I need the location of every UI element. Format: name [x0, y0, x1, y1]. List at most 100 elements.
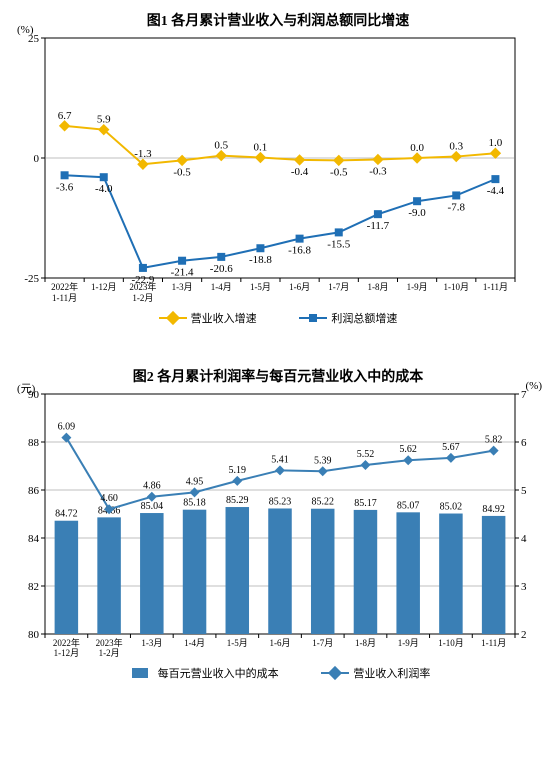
svg-text:4.86: 4.86 [143, 480, 161, 491]
svg-text:85.18: 85.18 [183, 497, 206, 508]
svg-text:-7.8: -7.8 [448, 201, 466, 213]
chart1-legend-item-2: 利润总额增速 [299, 310, 397, 326]
svg-text:0.0: 0.0 [410, 142, 424, 154]
chart2-x-labels: 2022年1-12月2023年1-2月1-3月1-4月1-5月1-6月1-7月1… [45, 638, 515, 660]
svg-text:4.95: 4.95 [186, 476, 204, 487]
legend-marker-bar [126, 668, 154, 678]
chart1-legend-label-2: 利润总额增速 [331, 310, 397, 326]
chart2-svg: 80828486889023456784.7284.8685.0485.1885… [45, 394, 515, 634]
svg-text:-21.4: -21.4 [171, 267, 194, 279]
svg-text:88: 88 [28, 437, 40, 449]
svg-text:82: 82 [28, 581, 39, 593]
chart1-legend: 营业收入增速 利润总额增速 [10, 310, 546, 326]
chart2-y-unit-left: (元) [17, 380, 35, 396]
svg-text:5: 5 [521, 485, 527, 497]
x-axis-label: 1-6月 [259, 638, 302, 660]
legend-marker-1 [159, 313, 187, 323]
svg-text:-15.5: -15.5 [327, 238, 350, 250]
x-axis-label: 1-4月 [173, 638, 216, 660]
svg-text:-1.3: -1.3 [134, 148, 152, 160]
svg-text:-9.0: -9.0 [408, 207, 426, 219]
x-axis-label: 1-5月 [216, 638, 259, 660]
x-axis-label: 2022年1-12月 [45, 638, 88, 660]
x-axis-label: 1-8月 [344, 638, 387, 660]
chart1-x-labels: 2022年1-11月1-12月2023年1-2月1-3月1-4月1-5月1-6月… [45, 282, 515, 304]
x-axis-label: 1-10月 [430, 638, 473, 660]
svg-text:-0.3: -0.3 [369, 165, 387, 177]
chart2-legend-item-2: 营业收入利润率 [321, 665, 430, 681]
svg-text:5.62: 5.62 [399, 444, 417, 455]
svg-text:84.72: 84.72 [55, 508, 77, 519]
svg-text:3: 3 [521, 581, 527, 593]
svg-text:6.7: 6.7 [58, 110, 72, 122]
x-axis-label: 1-3月 [163, 282, 202, 304]
x-axis-label: 1-5月 [241, 282, 280, 304]
svg-text:-0.5: -0.5 [330, 166, 348, 178]
chart2-area: (元) (%) 80828486889023456784.7284.8685.0… [45, 394, 516, 660]
svg-text:5.52: 5.52 [357, 449, 375, 460]
chart2-title: 图2 各月累计利润率与每百元营业收入中的成本 [10, 366, 546, 386]
chart1-container: 图1 各月累计营业收入与利润总额同比增速 (%) -25025-3.6-4.0-… [10, 10, 546, 326]
x-axis-label: 1-11月 [476, 282, 515, 304]
x-axis-label: 1-9月 [387, 638, 430, 660]
x-axis-label: 2023年1-2月 [123, 282, 162, 304]
svg-text:-11.7: -11.7 [367, 220, 390, 232]
svg-text:5.19: 5.19 [229, 464, 247, 475]
svg-text:4.60: 4.60 [100, 493, 118, 504]
chart1-title: 图1 各月累计营业收入与利润总额同比增速 [10, 10, 546, 30]
x-axis-label: 2022年1-11月 [45, 282, 84, 304]
chart1-y-unit: (%) [17, 24, 34, 36]
svg-text:0.3: 0.3 [449, 141, 463, 153]
x-axis-label: 1-7月 [301, 638, 344, 660]
chart1-area: (%) -25025-3.6-4.0-22.9-21.4-20.6-18.8-1… [45, 38, 516, 304]
svg-text:-4.0: -4.0 [95, 183, 113, 195]
svg-text:1.0: 1.0 [489, 137, 503, 149]
svg-text:5.39: 5.39 [314, 455, 332, 466]
svg-text:85.22: 85.22 [311, 496, 334, 507]
svg-text:86: 86 [28, 485, 40, 497]
svg-text:84.92: 84.92 [482, 504, 505, 515]
legend-marker-line [321, 668, 349, 678]
chart1-legend-item-1: 营业收入增速 [159, 310, 257, 326]
chart2-legend-label-2: 营业收入利润率 [353, 665, 430, 681]
x-axis-label: 1-9月 [398, 282, 437, 304]
svg-text:5.9: 5.9 [97, 114, 111, 126]
svg-text:84: 84 [28, 533, 40, 545]
svg-text:-20.6: -20.6 [210, 263, 233, 275]
x-axis-label: 1-11月 [472, 638, 515, 660]
svg-text:-3.6: -3.6 [56, 181, 74, 193]
svg-text:85.17: 85.17 [354, 498, 377, 509]
svg-text:5.41: 5.41 [271, 454, 289, 465]
svg-text:85.23: 85.23 [269, 496, 292, 507]
svg-text:-16.8: -16.8 [288, 245, 311, 257]
svg-text:85.02: 85.02 [440, 501, 463, 512]
x-axis-label: 1-6月 [280, 282, 319, 304]
x-axis-label: 1-10月 [437, 282, 476, 304]
svg-text:-0.4: -0.4 [291, 166, 309, 178]
x-axis-label: 2023年1-2月 [88, 638, 131, 660]
x-axis-label: 1-7月 [319, 282, 358, 304]
x-axis-label: 1-3月 [130, 638, 173, 660]
chart1-legend-label-1: 营业收入增速 [191, 310, 257, 326]
svg-text:0: 0 [34, 153, 40, 165]
svg-text:-18.8: -18.8 [249, 254, 272, 266]
svg-text:85.04: 85.04 [141, 501, 164, 512]
svg-text:85.29: 85.29 [226, 495, 249, 506]
svg-text:-4.4: -4.4 [487, 185, 505, 197]
chart1-svg: -25025-3.6-4.0-22.9-21.4-20.6-18.8-16.8-… [45, 38, 515, 278]
chart2-legend-label-1: 每百元营业收入中的成本 [158, 665, 279, 681]
chart2-legend: 每百元营业收入中的成本 营业收入利润率 [10, 665, 546, 681]
svg-text:0.1: 0.1 [254, 142, 268, 154]
chart2-legend-item-1: 每百元营业收入中的成本 [126, 665, 279, 681]
svg-text:0.5: 0.5 [214, 140, 228, 152]
svg-text:80: 80 [28, 629, 40, 641]
x-axis-label: 1-8月 [358, 282, 397, 304]
svg-text:4: 4 [521, 533, 527, 545]
svg-text:85.07: 85.07 [397, 500, 420, 511]
x-axis-label: 1-12月 [84, 282, 123, 304]
legend-marker-2 [299, 313, 327, 323]
svg-text:-25: -25 [24, 273, 39, 285]
svg-text:5.67: 5.67 [442, 441, 460, 452]
svg-text:2: 2 [521, 629, 527, 641]
svg-text:5.82: 5.82 [485, 434, 503, 445]
